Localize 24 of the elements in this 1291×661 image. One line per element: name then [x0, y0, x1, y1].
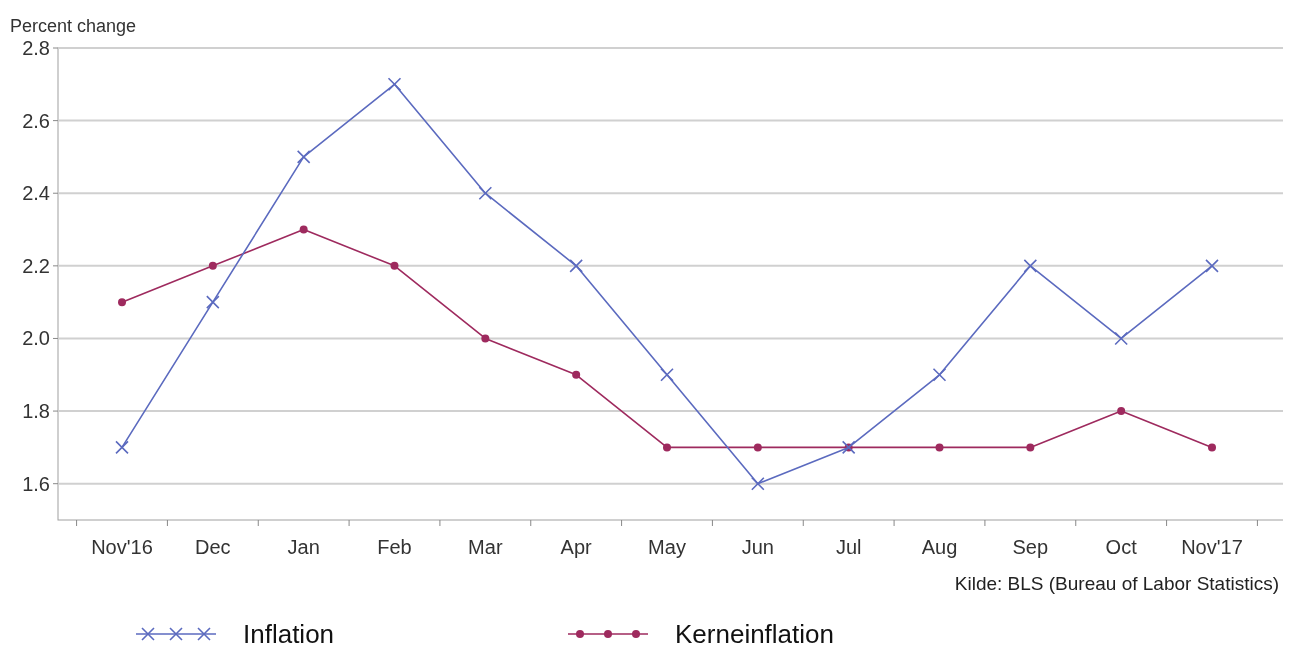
x-tick-label: Feb: [377, 536, 412, 558]
x-tick-label: Dec: [195, 536, 231, 558]
y-tick-label: 2.8: [22, 37, 50, 59]
x-tick-label: Sep: [1012, 536, 1049, 558]
y-axis-title: Percent change: [10, 16, 137, 36]
y-tick-label: 2.2: [22, 254, 50, 277]
x-tick-label: Jun: [741, 536, 774, 558]
y-tick-label: 1.6: [22, 472, 50, 495]
x-tick-label: Nov'17: [1181, 536, 1243, 558]
y-tick-label: 1.8: [22, 400, 50, 423]
x-tick-label: Mar: [468, 536, 503, 558]
y-tick-label: 2.4: [22, 182, 50, 205]
x-tick-label: Jan: [287, 536, 320, 558]
legend-label: Kerneinflation: [675, 619, 834, 650]
x-tick-label: May: [648, 536, 686, 558]
x-tick-label: Nov'16: [91, 536, 153, 558]
x-tick-label: Aug: [921, 536, 958, 558]
y-tick-label: 2.0: [22, 327, 50, 350]
y-tick-label: 2.6: [22, 109, 50, 132]
x-tick-label: Jul: [835, 536, 862, 558]
x-tick-label: Oct: [1105, 536, 1138, 558]
text: Kilde: BLS (Bureau of Labor Statistics): [954, 573, 1279, 594]
legend-label: Inflation: [243, 619, 335, 650]
x-tick-label: Apr: [560, 536, 593, 558]
